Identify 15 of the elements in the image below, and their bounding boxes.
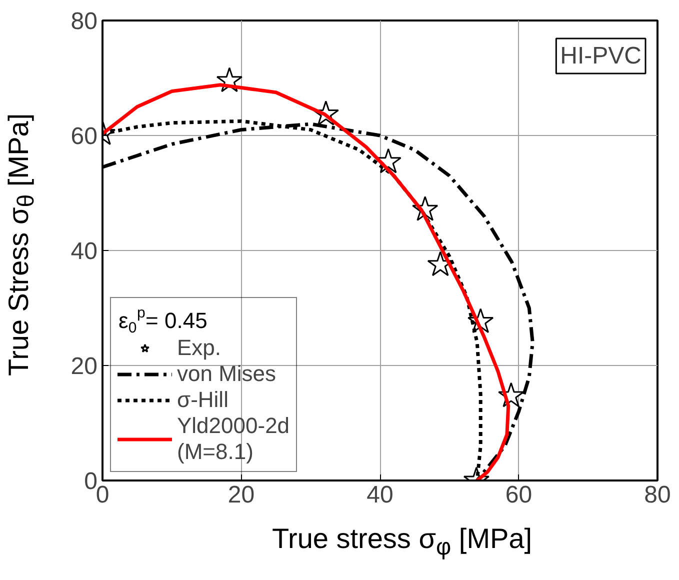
x-tick-label: 60 — [505, 482, 532, 508]
y-tick-label: 60 — [70, 123, 98, 150]
x-tick-label: 80 — [644, 482, 671, 508]
annotation: HI-PVC — [560, 42, 642, 70]
legend-label: von Mises — [177, 361, 276, 387]
legend-label: Yld2000-2d (M=8.1) — [177, 413, 290, 465]
y-tick-label: 40 — [70, 238, 98, 265]
x-tick-label: 40 — [366, 482, 394, 508]
x-axis-title: True stress σ$_{φ}$ [MPa] — [272, 523, 532, 560]
legend-label: Exp. — [177, 335, 222, 361]
y-tick-label: 20 — [70, 353, 98, 380]
legend-label: σ-Hill — [177, 387, 228, 413]
y-tick-label: 80 — [70, 8, 98, 35]
x-tick-label: 20 — [228, 482, 255, 508]
point — [427, 251, 454, 276]
